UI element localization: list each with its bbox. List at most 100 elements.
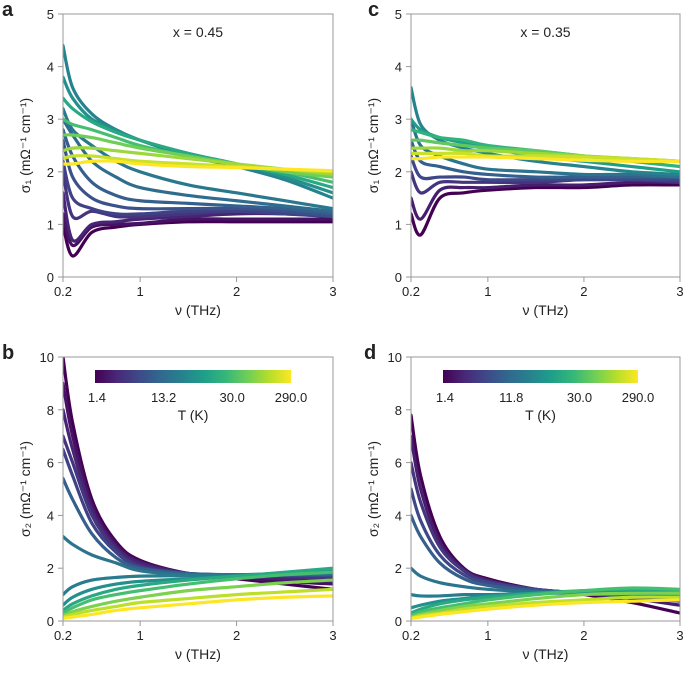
series-line (411, 138, 680, 179)
axes-frame (62, 13, 334, 278)
x-axis-label: ν (THz) (175, 302, 221, 318)
series-line (63, 117, 333, 213)
curves (411, 413, 680, 620)
x-tick-label: 0.2 (54, 628, 72, 643)
y-tick-label: 6 (47, 456, 54, 471)
series-line (411, 586, 680, 618)
curves (63, 357, 333, 620)
series-line (63, 594, 333, 620)
y-tick-label: 4 (47, 508, 54, 523)
x-tick-label: 1 (137, 628, 144, 643)
colorbar-tick-label: 11.8 (499, 390, 523, 405)
axes-frame (410, 356, 681, 622)
colorbar-tick-label: 1.4 (436, 390, 454, 405)
y-tick-label: 6 (395, 456, 402, 471)
y-tick-label: 4 (395, 508, 402, 523)
y-tick-label: 3 (47, 112, 54, 127)
x-axis-label: ν (THz) (175, 646, 221, 662)
series-line (411, 117, 680, 179)
y-tick-label: 2 (395, 561, 402, 576)
panel-label: b (2, 342, 14, 364)
panel-d: d 0.2 1 2 3 0 2 4 6 8 10 ν (THz) σ₂ (mΩ⁻¹ cm⁻¹) 1.4 11… (364, 342, 684, 662)
y-tick-label: 8 (47, 403, 54, 418)
axes-frame (410, 13, 681, 278)
x-tick-label: 3 (329, 284, 336, 299)
series-line (63, 191, 333, 243)
colorbar-tick-label: 13.2 (151, 390, 176, 405)
colorbar-tick-label: 1.4 (88, 390, 106, 405)
colorbar-gradient (95, 370, 291, 383)
colorbar-tick-label: 30.0 (567, 390, 592, 405)
y-tick-label: 8 (395, 403, 402, 418)
y-axis-label: σ₁ (mΩ⁻¹ cm⁻¹) (17, 98, 33, 193)
y-tick-label: 4 (47, 60, 54, 75)
curves (411, 86, 680, 237)
panel-label: c (368, 0, 379, 21)
x-tick-label: 3 (676, 628, 683, 643)
y-tick-label: 1 (47, 217, 54, 232)
series-line (63, 219, 333, 258)
colorbar-label: T (K) (525, 407, 556, 423)
curves (63, 43, 333, 258)
series-line (411, 591, 680, 619)
series-line (63, 408, 333, 583)
colorbar: 1.4 13.2 30.0 290.0 T (K) (88, 370, 307, 423)
x-tick-label: 0.2 (402, 628, 420, 643)
y-axis-label: σ₁ (mΩ⁻¹ cm⁻¹) (365, 98, 381, 193)
x-tick-label: 1 (484, 628, 491, 643)
x-tick-label: 3 (676, 284, 683, 299)
series-line (63, 587, 333, 619)
x-tick-label: 2 (233, 628, 240, 643)
series-line (63, 534, 333, 577)
x-axis-label: ν (THz) (523, 646, 569, 662)
y-tick-label: 5 (395, 7, 402, 22)
colorbar: 1.4 11.8 30.0 290.0 T (K) (436, 370, 654, 423)
x-tick-label: 1 (137, 284, 144, 299)
series-line (63, 566, 333, 613)
x-tick-label: 3 (329, 628, 336, 643)
y-tick-label: 10 (40, 350, 54, 365)
y-axis-label: σ₂ (mΩ⁻¹ cm⁻¹) (17, 441, 33, 537)
x-tick-label: 2 (580, 284, 587, 299)
y-tick-label: 0 (47, 270, 54, 285)
y-tick-label: 2 (395, 165, 402, 180)
y-axis-label: σ₂ (mΩ⁻¹ cm⁻¹) (365, 441, 381, 537)
x-tick-label: 1 (484, 284, 491, 299)
series-line (411, 155, 680, 163)
series-line (411, 434, 680, 607)
y-tick-label: 4 (395, 60, 402, 75)
y-tick-label: 1 (395, 217, 402, 232)
series-line (63, 578, 333, 618)
axes-frame (62, 356, 334, 622)
x-tick-label: 2 (233, 284, 240, 299)
y-tick-label: 10 (388, 350, 402, 365)
composition-annotation: x = 0.35 (520, 24, 570, 40)
x-tick-label: 2 (580, 628, 587, 643)
y-tick-label: 2 (47, 561, 54, 576)
y-tick-label: 0 (395, 270, 402, 285)
composition-annotation: x = 0.45 (173, 24, 223, 40)
y-tick-label: 3 (395, 112, 402, 127)
x-axis-label: ν (THz) (523, 302, 569, 318)
series-line (411, 487, 680, 601)
series-line (63, 570, 333, 615)
panel-label: a (2, 0, 14, 21)
panel-c: c 0.2 1 2 3 0 1 2 3 4 5 ν (THz) σ₁ (mΩ⁻¹ cm⁻¹) x = 0.… (365, 0, 684, 318)
panel-label: d (364, 342, 376, 364)
y-tick-label: 5 (47, 7, 54, 22)
series-line (411, 180, 680, 221)
colorbar-tick-label: 30.0 (220, 390, 245, 405)
panel-a: a 0.2 1 2 3 0 1 2 3 4 5 ν (THz) σ₁ (mΩ⁻¹ cm⁻¹) x = 0.… (2, 0, 337, 318)
y-tick-label: 2 (47, 165, 54, 180)
colorbar-gradient (443, 370, 638, 383)
series-line (63, 138, 333, 219)
series-line (411, 461, 680, 603)
panel-b: b 0.2 1 2 3 0 2 4 6 8 10 ν (THz) σ₂ (mΩ⁻¹ cm⁻¹) 1.4 13… (2, 342, 337, 662)
series-line (63, 159, 333, 173)
series-line (411, 154, 680, 182)
colorbar-tick-label: 290.0 (622, 390, 655, 405)
series-line (63, 212, 333, 248)
colorbar-tick-label: 290.0 (275, 390, 308, 405)
y-tick-label: 0 (395, 614, 402, 629)
